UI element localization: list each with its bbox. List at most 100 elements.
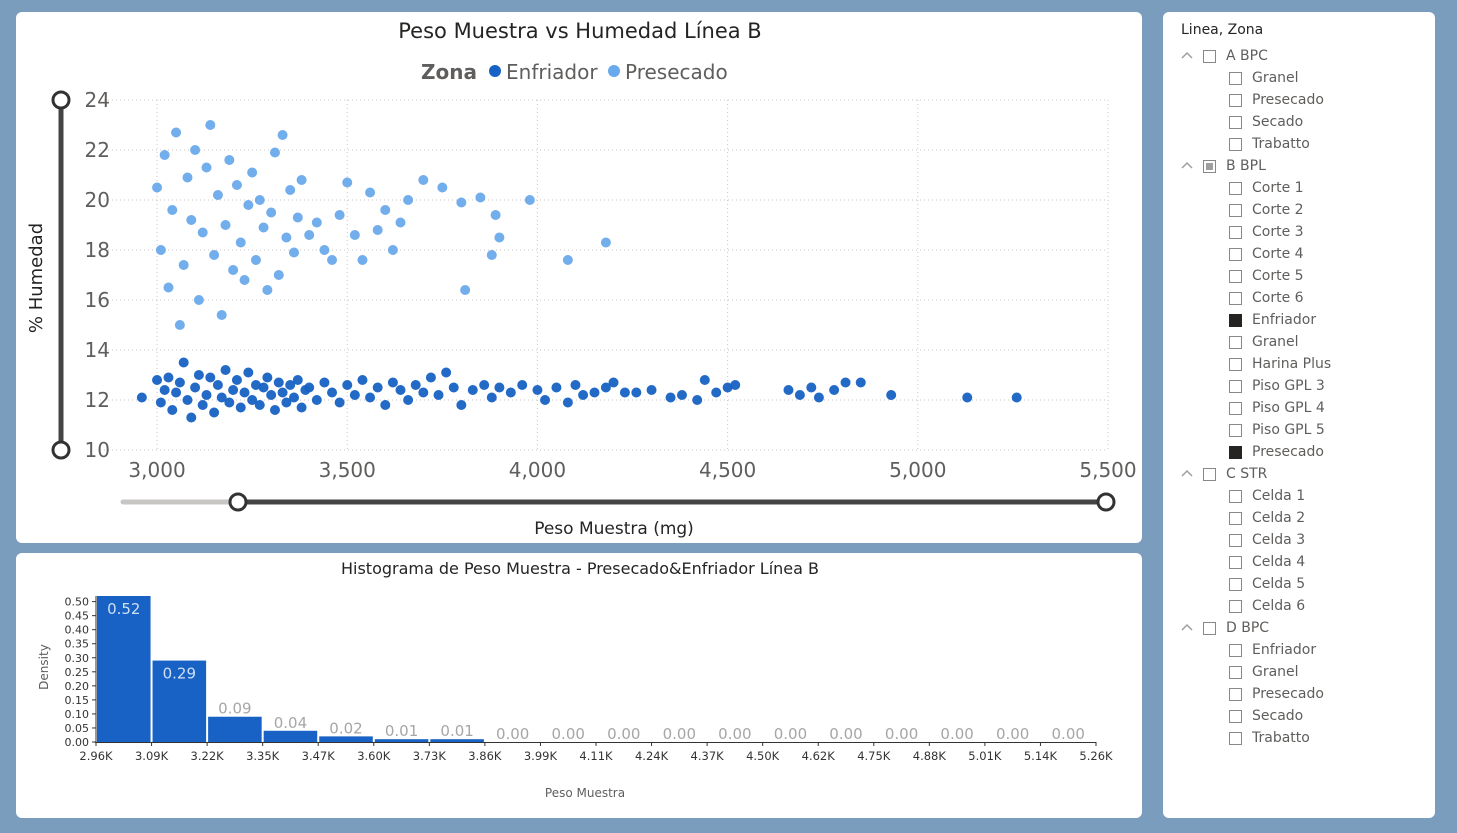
slicer-item[interactable]: Celda 6: [1229, 596, 1305, 616]
slicer-item-checkbox[interactable]: [1229, 555, 1242, 569]
slicer-item[interactable]: Corte 1: [1229, 178, 1304, 198]
x-range-slider[interactable]: [120, 492, 1116, 512]
slicer-item-checkbox[interactable]: [1229, 379, 1242, 393]
slicer-group-0[interactable]: A BPC: [1181, 46, 1268, 66]
x-slider-handle-min[interactable]: [228, 492, 248, 512]
slicer-item[interactable]: Presecado: [1229, 442, 1324, 462]
slicer-item[interactable]: Granel: [1229, 332, 1299, 352]
slicer-item-checkbox[interactable]: [1229, 533, 1242, 547]
slicer-item-checkbox[interactable]: [1229, 291, 1242, 305]
slicer-item[interactable]: Presecado: [1229, 90, 1324, 110]
slicer-item-checkbox[interactable]: [1229, 423, 1242, 437]
slicer-item[interactable]: Granel: [1229, 662, 1299, 682]
slicer-item[interactable]: Celda 3: [1229, 530, 1305, 550]
slicer-group-1[interactable]: B BPL: [1181, 156, 1266, 176]
slicer-item[interactable]: Enfriador: [1229, 310, 1316, 330]
scatter-point: [209, 250, 220, 260]
scatter-legend[interactable]: Zona Enfriador Presecado: [421, 60, 728, 84]
scatter-point: [171, 127, 182, 138]
slicer-item[interactable]: Corte 3: [1229, 222, 1304, 242]
chevron-up-icon[interactable]: [1181, 50, 1193, 62]
slicer-item[interactable]: Trabatto: [1229, 728, 1310, 748]
slicer-item[interactable]: Celda 5: [1229, 574, 1305, 594]
slicer-item[interactable]: Trabatto: [1229, 134, 1310, 154]
slicer-item-checkbox[interactable]: [1229, 247, 1242, 261]
scatter-point: [266, 207, 277, 218]
slicer-item-checkbox[interactable]: [1229, 181, 1242, 195]
scatter-point: [186, 412, 197, 423]
scatter-point: [266, 390, 277, 400]
scatter-point: [418, 175, 429, 185]
scatter-point: [962, 392, 973, 403]
slicer-item[interactable]: Piso GPL 4: [1229, 398, 1325, 418]
slicer-item-checkbox[interactable]: [1229, 489, 1242, 503]
slicer-item[interactable]: Celda 4: [1229, 552, 1305, 572]
y-slider-handle-min[interactable]: [51, 440, 71, 460]
slicer-item-label: Corte 1: [1252, 180, 1304, 196]
chevron-up-icon[interactable]: [1181, 622, 1193, 634]
slicer-item[interactable]: Corte 5: [1229, 266, 1304, 286]
scatter-point: [186, 215, 197, 225]
slicer-item-label: Celda 3: [1252, 532, 1306, 548]
scatter-point: [247, 167, 258, 178]
slicer-item[interactable]: Secado: [1229, 706, 1303, 726]
scatter-point: [262, 372, 273, 383]
slicer-group-3[interactable]: D BPC: [1181, 618, 1269, 638]
slicer-item-checkbox[interactable]: [1229, 335, 1242, 349]
slicer-item-checkbox[interactable]: [1229, 731, 1242, 745]
slicer-card: Linea, Zona A BPC Granel Presecado Secado Tr…: [1163, 12, 1435, 818]
y-range-slider[interactable]: [51, 90, 71, 460]
slicer-item-checkbox[interactable]: [1229, 203, 1242, 217]
slicer-item[interactable]: Corte 6: [1229, 288, 1304, 308]
slicer-group-checkbox[interactable]: [1203, 49, 1216, 63]
scatter-point: [410, 380, 421, 390]
chevron-up-icon[interactable]: [1181, 160, 1193, 172]
scatter-point: [273, 270, 284, 280]
slicer-item[interactable]: Corte 4: [1229, 244, 1304, 264]
slicer-item[interactable]: Harina Plus: [1229, 354, 1331, 374]
y-slider-handle-max[interactable]: [51, 90, 71, 110]
slicer-group-checkbox[interactable]: [1203, 159, 1216, 173]
slicer-item-checkbox[interactable]: [1229, 225, 1242, 239]
scatter-point: [357, 255, 368, 265]
histogram-y-tick: 0.30: [65, 652, 90, 665]
slicer-item-checkbox[interactable]: [1229, 401, 1242, 415]
slicer-item-checkbox[interactable]: [1229, 709, 1242, 723]
slicer-item-checkbox[interactable]: [1229, 71, 1242, 85]
slicer-item[interactable]: Secado: [1229, 112, 1303, 132]
slicer-item-checkbox[interactable]: [1229, 115, 1242, 129]
histogram-x-tick: 4.11K: [579, 749, 613, 763]
slicer-item[interactable]: Piso GPL 3: [1229, 376, 1325, 396]
slicer-item-checkbox[interactable]: [1229, 577, 1242, 591]
slicer-group-checkbox[interactable]: [1203, 467, 1216, 481]
slicer-item[interactable]: Granel: [1229, 68, 1299, 88]
slicer-item-checkbox[interactable]: [1229, 687, 1242, 701]
slicer-group-2[interactable]: C STR: [1181, 464, 1267, 484]
slicer-item-checkbox[interactable]: [1229, 643, 1242, 657]
slicer-item[interactable]: Celda 1: [1229, 486, 1305, 506]
chevron-up-icon[interactable]: [1181, 468, 1193, 480]
slicer-item-checkbox[interactable]: [1229, 357, 1242, 371]
slicer-item-checkbox[interactable]: [1229, 665, 1242, 679]
slicer-item[interactable]: Celda 2: [1229, 508, 1305, 528]
scatter-point: [456, 197, 467, 208]
slicer-item-checkbox[interactable]: [1229, 599, 1242, 613]
x-slider-handle-max[interactable]: [1096, 492, 1116, 512]
scatter-point: [163, 282, 174, 293]
scatter-point: [155, 397, 166, 408]
slicer-group-checkbox[interactable]: [1203, 621, 1216, 635]
slicer-item-checkbox[interactable]: [1229, 445, 1242, 459]
slicer-item-checkbox[interactable]: [1229, 313, 1242, 327]
scatter-y-tick: 24: [85, 88, 110, 112]
histogram-y-tick: 0.50: [65, 596, 90, 609]
slicer-item[interactable]: Piso GPL 5: [1229, 420, 1325, 440]
scatter-point: [159, 150, 170, 160]
slicer-item[interactable]: Presecado: [1229, 684, 1324, 704]
slicer-item[interactable]: Corte 2: [1229, 200, 1304, 220]
slicer-item[interactable]: Enfriador: [1229, 640, 1316, 660]
slicer-item-checkbox[interactable]: [1229, 269, 1242, 283]
slicer-item-checkbox[interactable]: [1229, 511, 1242, 525]
slicer-item-checkbox[interactable]: [1229, 93, 1242, 107]
slicer-item-checkbox[interactable]: [1229, 137, 1242, 151]
scatter-point: [342, 177, 353, 188]
